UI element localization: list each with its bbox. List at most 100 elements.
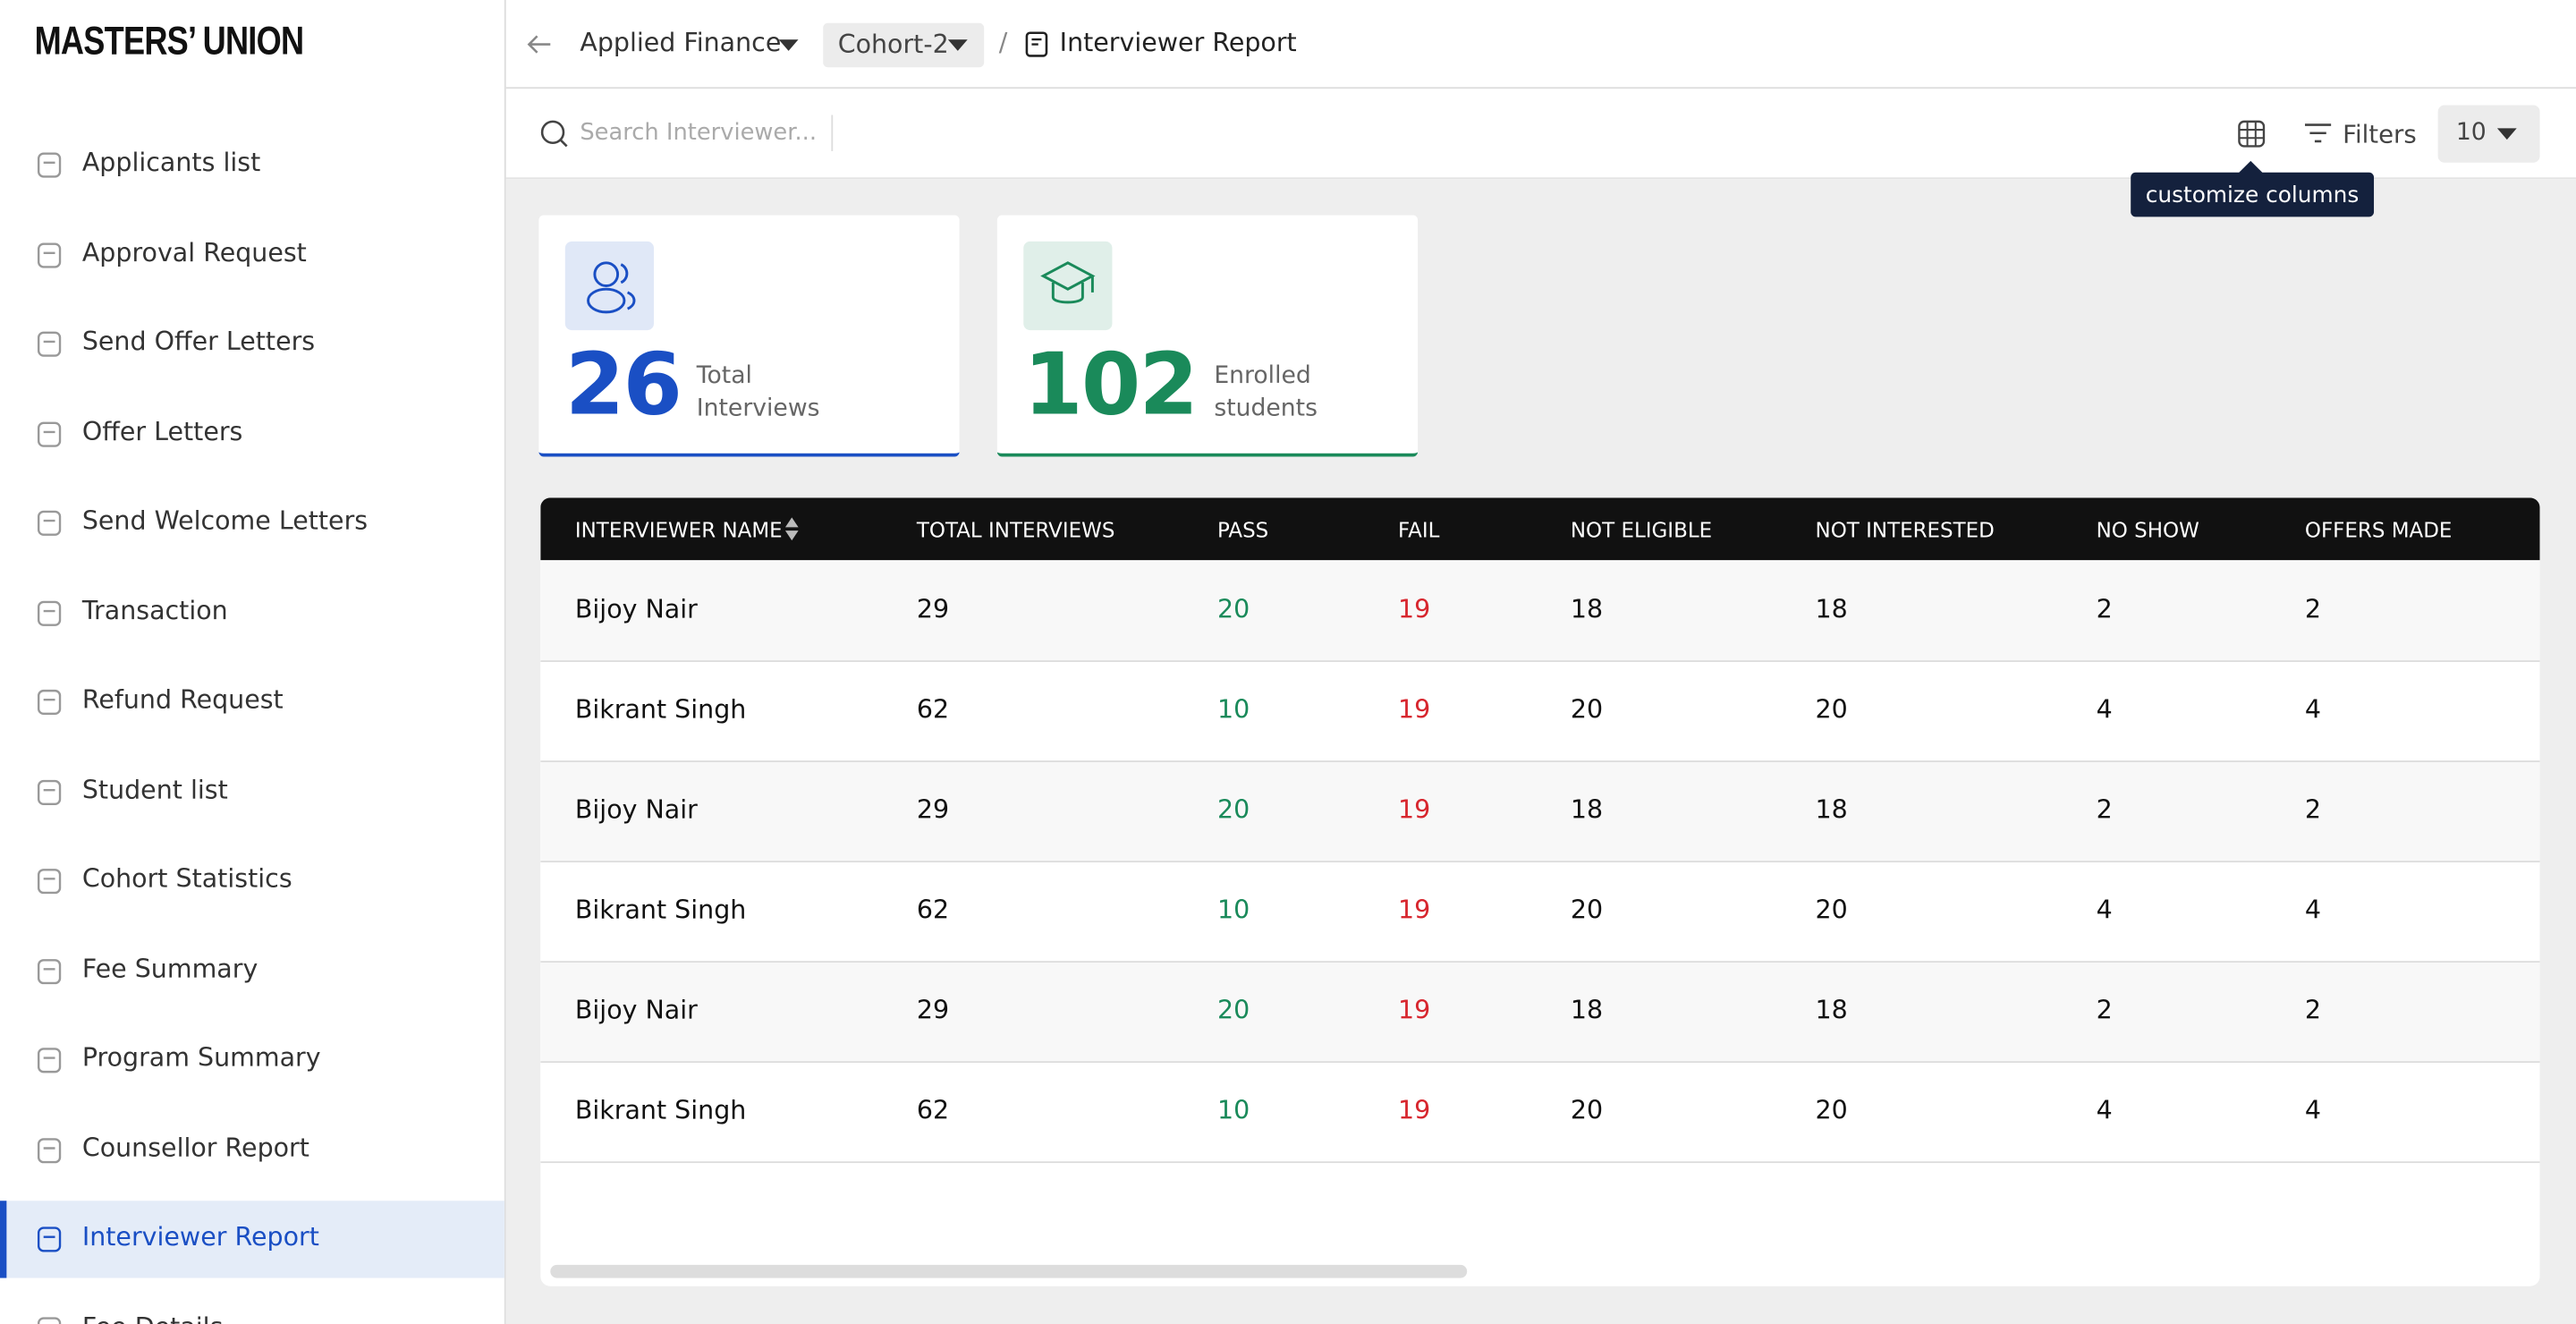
stat-label: Total Interviews	[696, 362, 820, 422]
nav-icon	[37, 242, 62, 267]
nav-icon	[37, 1316, 62, 1324]
page-icon	[1025, 31, 1048, 57]
nav-item[interactable]: Applicants list	[0, 126, 504, 203]
nav-item[interactable]: Fee Details	[0, 1290, 504, 1324]
cell: 18	[1570, 995, 1604, 1025]
table-row[interactable]: Bijoy Nair 29 20 19 18 18 2 2	[540, 761, 2540, 863]
divider	[831, 115, 834, 151]
column-header: FAIL	[1398, 517, 1440, 542]
cell: 62	[916, 895, 950, 925]
cell: 62	[916, 1095, 950, 1125]
nav-item[interactable]: Offer Letters	[0, 395, 504, 472]
cell: 19	[1398, 594, 1431, 624]
nav-item[interactable]: Cohort Statistics	[0, 843, 504, 920]
nav-icon	[37, 958, 62, 984]
scrollbar[interactable]	[550, 1264, 1468, 1278]
cell: Bikrant Singh	[574, 1095, 747, 1125]
sidebar: MASTERS’ UNION Applicants list Approval R…	[0, 0, 506, 1324]
columns-icon[interactable]	[2238, 120, 2266, 148]
nav-label: Fee Details	[82, 1311, 224, 1324]
nav-label: Cohort Statistics	[81, 863, 292, 894]
cell: 18	[1570, 594, 1604, 624]
nav-label: Applicants list	[81, 148, 261, 178]
nav-icon	[37, 1137, 62, 1163]
back-arrow[interactable]	[526, 33, 552, 56]
nav-label: Approval Request	[81, 237, 307, 267]
search-icon	[540, 120, 568, 148]
page-size-value: 10	[2455, 120, 2487, 147]
caret	[947, 39, 968, 51]
table-row[interactable]: Bikrant Singh 62 10 19 20 20 4 4	[540, 862, 2540, 963]
nav-label: Send Welcome Letters	[81, 505, 369, 536]
filters-button[interactable]: Filters	[2343, 120, 2417, 150]
cohort-chip[interactable]: Cohort-2	[823, 22, 985, 68]
cell: 20	[1815, 694, 1848, 725]
cell: Bijoy Nair	[574, 995, 698, 1025]
nav-item[interactable]: Refund Request	[0, 664, 504, 741]
nav-item[interactable]: Counsellor Report	[0, 1111, 504, 1188]
cell: 4	[2304, 895, 2322, 925]
cohort: Cohort-2	[837, 30, 949, 60]
table-row[interactable]: Bijoy Nair 29 20 19 18 18 2 2	[540, 963, 2540, 1064]
cell: 29	[916, 594, 950, 624]
nav-icon	[37, 779, 62, 805]
nav-label: Offer Letters	[81, 416, 243, 446]
stat-value: 102	[1023, 336, 1199, 436]
column-header: NO SHOW	[2096, 517, 2199, 542]
cell: 29	[916, 995, 950, 1025]
stat-value: 26	[564, 336, 682, 436]
nav-item[interactable]: Student list	[0, 753, 504, 830]
nav-item[interactable]: Fee Summary	[0, 932, 504, 1009]
nav-label: Student list	[81, 774, 228, 804]
nav-icon	[37, 510, 62, 536]
page-size[interactable]: 10	[2437, 105, 2540, 163]
brand: MASTERS’ UNION	[34, 20, 304, 64]
cell: 2	[2096, 594, 2113, 624]
table-row[interactable]: Bijoy Nair 29 20 19 18 18 2 2	[540, 561, 2540, 662]
table-row[interactable]: Bikrant Singh 62 10 19 20 20 4 4	[540, 1063, 2540, 1164]
nav-item[interactable]: Send Welcome Letters	[0, 485, 504, 562]
stat-card: 102 Enrolled students	[996, 215, 1419, 457]
column-header: TOTAL INTERVIEWS	[916, 517, 1115, 542]
nav-item[interactable]: Transaction	[0, 574, 504, 651]
tooltip-text: customize columns	[2145, 182, 2360, 209]
nav-icon	[37, 1048, 62, 1074]
cell: 19	[1398, 895, 1431, 925]
nav-icon	[37, 869, 62, 895]
cell: Bijoy Nair	[574, 594, 698, 624]
program[interactable]: Applied Finance	[580, 28, 782, 58]
search-input[interactable]: Search Interviewer...	[580, 120, 818, 147]
cell: 4	[2096, 694, 2113, 725]
nav-label: Program Summary	[81, 1042, 321, 1074]
nav-item[interactable]: Send Offer Letters	[0, 306, 504, 383]
cell: 19	[1398, 995, 1431, 1025]
cell: 2	[2304, 794, 2322, 825]
cell: 2	[2096, 995, 2113, 1025]
nav-icon	[37, 331, 62, 357]
cell: 2	[2096, 794, 2113, 825]
table-row[interactable]: Bikrant Singh 62 10 19 20 20 4 4	[540, 661, 2540, 762]
nav-icon	[37, 420, 62, 446]
nav-icon	[37, 152, 62, 178]
column-header[interactable]: INTERVIEWER NAME	[574, 517, 783, 542]
cell: 20	[1570, 895, 1604, 925]
cell: 20	[1216, 794, 1250, 825]
sort-icon[interactable]	[784, 517, 799, 541]
nav-item[interactable]: Program Summary	[0, 1022, 504, 1099]
cell: Bijoy Nair	[574, 794, 698, 825]
cell: 4	[2096, 1095, 2113, 1125]
nav-item[interactable]: Interviewer Report	[0, 1201, 504, 1278]
cell: 20	[1815, 1095, 1848, 1125]
nav-item[interactable]: Approval Request	[0, 216, 504, 293]
table-header: INTERVIEWER NAME TOTAL INTERVIEWS PASS FAIL…	[540, 497, 2540, 561]
cell: 62	[916, 694, 950, 725]
caret	[2496, 128, 2517, 140]
cell: 20	[1570, 694, 1604, 725]
column-header: NOT ELIGIBLE	[1570, 517, 1713, 542]
cell: 18	[1815, 794, 1848, 825]
cell: 4	[2096, 895, 2113, 925]
interviewer-table: INTERVIEWER NAME TOTAL INTERVIEWS PASS FAIL…	[540, 497, 2540, 1286]
cell: 19	[1398, 694, 1431, 725]
cell: 10	[1216, 895, 1250, 925]
